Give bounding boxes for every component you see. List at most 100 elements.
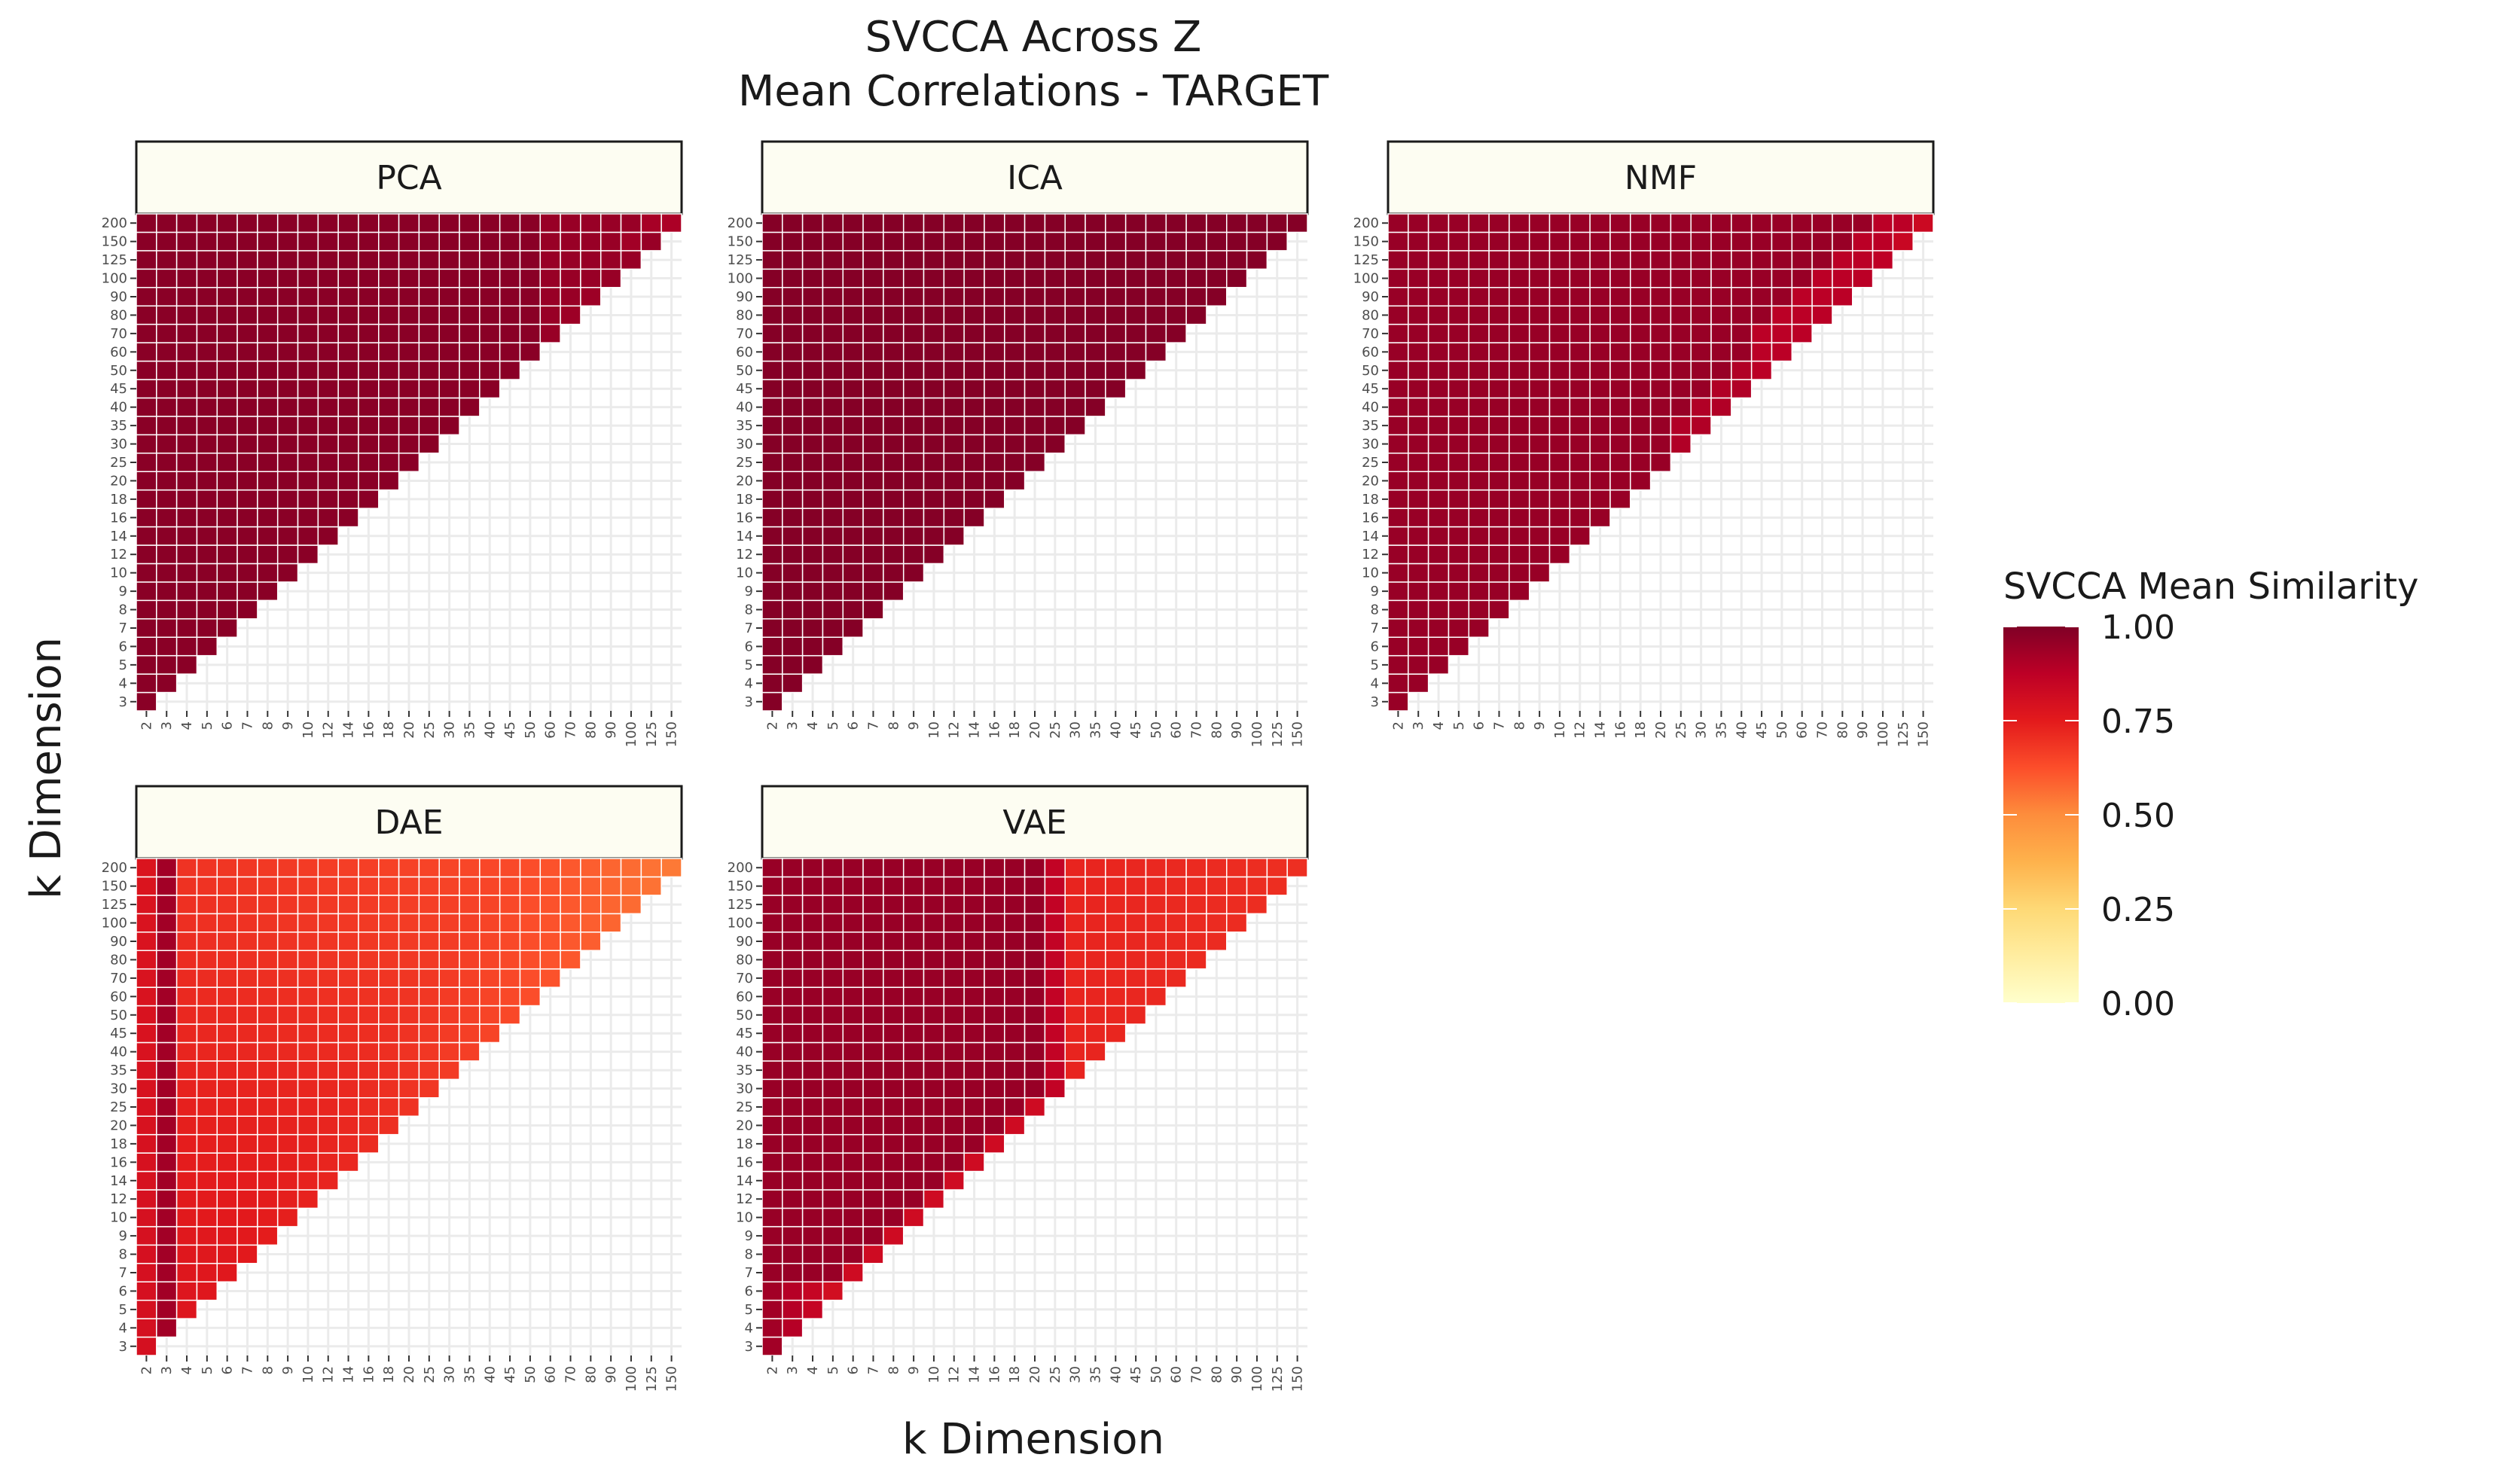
heatmap-cell: [257, 1005, 279, 1025]
heatmap-cell: [175, 268, 198, 288]
heatmap-cell: [560, 231, 581, 252]
heatmap-cell: [782, 379, 804, 399]
heatmap-cell: [883, 1097, 905, 1117]
heatmap-cell: [317, 1005, 339, 1025]
heatmap-cell: [801, 453, 824, 472]
x-tick-label: 7: [239, 1366, 255, 1374]
heatmap-cell: [1225, 268, 1248, 288]
heatmap-cell: [1408, 544, 1429, 565]
heatmap-cell: [499, 950, 521, 970]
y-tick-label: 30: [736, 1081, 753, 1097]
heatmap-cell: [1387, 526, 1409, 546]
heatmap-cell: [459, 397, 481, 417]
heatmap-cell: [499, 913, 521, 933]
heatmap-cell: [801, 213, 824, 233]
heatmap-cell: [1569, 397, 1591, 417]
y-tick-label: 5: [119, 1302, 127, 1318]
heatmap-cell: [1690, 231, 1712, 252]
heatmap-cell: [236, 489, 258, 509]
heatmap-cell: [1408, 213, 1429, 233]
heatmap-cell: [580, 913, 602, 933]
heatmap-cell: [923, 858, 945, 878]
heatmap-cell: [276, 1097, 299, 1117]
heatmap-cell: [175, 1207, 198, 1227]
heatmap-cell: [1408, 416, 1429, 436]
heatmap-cell: [358, 213, 380, 233]
heatmap-cell: [842, 526, 864, 546]
x-tick-label: 3: [785, 1366, 801, 1374]
heatmap-cell: [1649, 305, 1672, 325]
heatmap-cell: [1387, 691, 1409, 712]
heatmap-cell: [1004, 950, 1026, 970]
heatmap-cell: [1832, 268, 1853, 288]
heatmap-cell: [1004, 379, 1026, 399]
heatmap-cell: [459, 986, 481, 1007]
heatmap-cell: [902, 544, 925, 565]
heatmap-cell: [963, 1078, 985, 1099]
heatmap-cell: [1085, 305, 1106, 325]
heatmap-cell: [1468, 599, 1490, 620]
heatmap-cell: [276, 1041, 299, 1062]
y-tick-label: 3: [119, 694, 127, 710]
heatmap-cell: [156, 526, 178, 546]
x-axis-ticks: 2 3 4 5 6 7 8 9 10 12 14 16 18 20 25 30 35 40 45 50 60 70 80 90…: [1390, 711, 1932, 747]
heatmap-cell: [1569, 489, 1591, 509]
heatmap-cell: [539, 895, 561, 915]
heatmap-cell: [236, 360, 258, 380]
heatmap-cell: [539, 323, 561, 343]
heatmap-cell: [1509, 416, 1530, 436]
legend-tick-label: 0.50: [2101, 797, 2175, 835]
y-tick-label: 150: [1353, 234, 1379, 250]
heatmap-cell: [842, 1244, 864, 1264]
heatmap-cell: [782, 858, 804, 878]
heatmap-cell: [782, 1318, 804, 1338]
heatmap-cell: [196, 950, 218, 970]
heatmap-cell: [761, 968, 783, 988]
heatmap-cell: [902, 250, 925, 270]
heatmap-cell: [801, 1041, 824, 1062]
heatmap-cell: [1548, 489, 1571, 509]
heatmap-cell: [761, 1189, 783, 1209]
heatmap-cell: [1004, 913, 1026, 933]
heatmap-cell: [1569, 526, 1591, 546]
heatmap-cell: [196, 360, 218, 380]
heatmap-cell: [801, 913, 824, 933]
heatmap-cell: [297, 1133, 319, 1154]
y-tick-label: 125: [1353, 252, 1379, 268]
heatmap-cell: [156, 1115, 178, 1136]
heatmap-cell: [1064, 986, 1086, 1007]
heatmap-cell: [822, 858, 844, 878]
panel-cells: [1387, 213, 1934, 712]
heatmap-cell: [620, 213, 642, 233]
heatmap-cell: [175, 618, 198, 638]
heatmap-cell: [216, 231, 238, 252]
heatmap-cell: [842, 1060, 864, 1081]
y-tick-label: 9: [119, 1228, 127, 1244]
y-tick-label: 90: [110, 289, 127, 305]
heatmap-cell: [1509, 305, 1530, 325]
heatmap-cell: [984, 434, 1005, 454]
y-tick-label: 14: [736, 1173, 753, 1189]
heatmap-cell: [438, 876, 460, 896]
heatmap-cell: [842, 950, 864, 970]
heatmap-cell: [438, 287, 460, 306]
heatmap-cell: [1064, 379, 1086, 399]
heatmap-cell: [196, 1060, 218, 1081]
heatmap-cell: [883, 397, 905, 417]
heatmap-cell: [337, 305, 359, 325]
heatmap-cell: [196, 305, 218, 325]
heatmap-cell: [1246, 876, 1268, 896]
heatmap-cell: [1165, 305, 1187, 325]
heatmap-cell: [1064, 1023, 1086, 1044]
heatmap-cell: [297, 895, 319, 915]
heatmap-cell: [1124, 895, 1147, 915]
heatmap-cell: [1124, 858, 1147, 878]
heatmap-cell: [1468, 434, 1490, 454]
heatmap-cell: [761, 544, 783, 565]
heatmap-cell: [1509, 434, 1530, 454]
heatmap-cell: [337, 434, 359, 454]
y-tick-label: 20: [736, 473, 753, 489]
heatmap-cell: [216, 434, 238, 454]
heatmap-cell: [1064, 250, 1086, 270]
heatmap-cell: [257, 968, 279, 988]
